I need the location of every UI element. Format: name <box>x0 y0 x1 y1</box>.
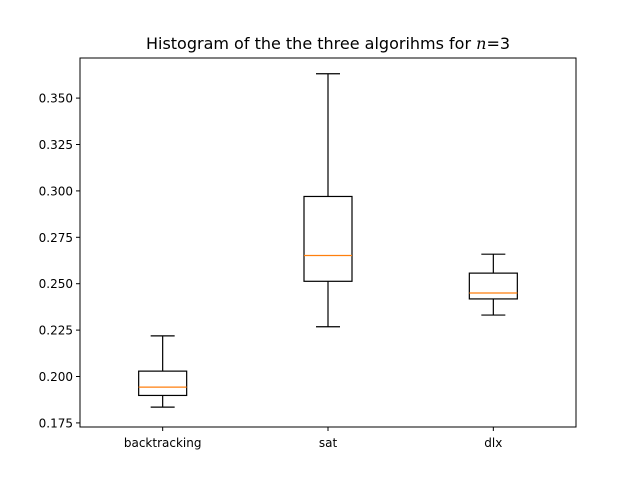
x-tick-label-dlx: dlx <box>484 436 502 450</box>
y-tick-label: 0.250 <box>39 277 73 291</box>
y-tick-label: 0.200 <box>39 370 73 384</box>
y-tick-label: 0.325 <box>39 138 73 152</box>
y-tick-label: 0.225 <box>39 324 73 338</box>
y-tick-label: 0.300 <box>39 184 73 198</box>
y-tick-label: 0.350 <box>39 92 73 106</box>
iqr-box <box>303 195 353 282</box>
x-tick-label-backtracking: backtracking <box>124 436 202 450</box>
chart-title-variable: n <box>476 34 486 53</box>
x-axis: backtracking sat dlx <box>124 427 502 450</box>
box-backtracking <box>138 335 188 408</box>
iqr-box <box>138 370 188 397</box>
chart-title-prefix: Histogram of the the three algorihms for <box>146 34 476 53</box>
chart-title-suffix: =3 <box>486 34 510 53</box>
chart-title: Histogram of the the three algorihms for… <box>146 34 510 53</box>
iqr-box <box>468 272 518 300</box>
box-dlx <box>468 253 518 316</box>
y-tick-label: 0.275 <box>39 231 73 245</box>
box-sat <box>303 73 353 328</box>
x-tick-label-sat: sat <box>319 436 338 450</box>
y-tick-label: 0.175 <box>39 416 73 430</box>
y-axis: 0.175 0.200 0.225 0.250 0.275 0.300 0.325 0.350 <box>39 92 80 430</box>
